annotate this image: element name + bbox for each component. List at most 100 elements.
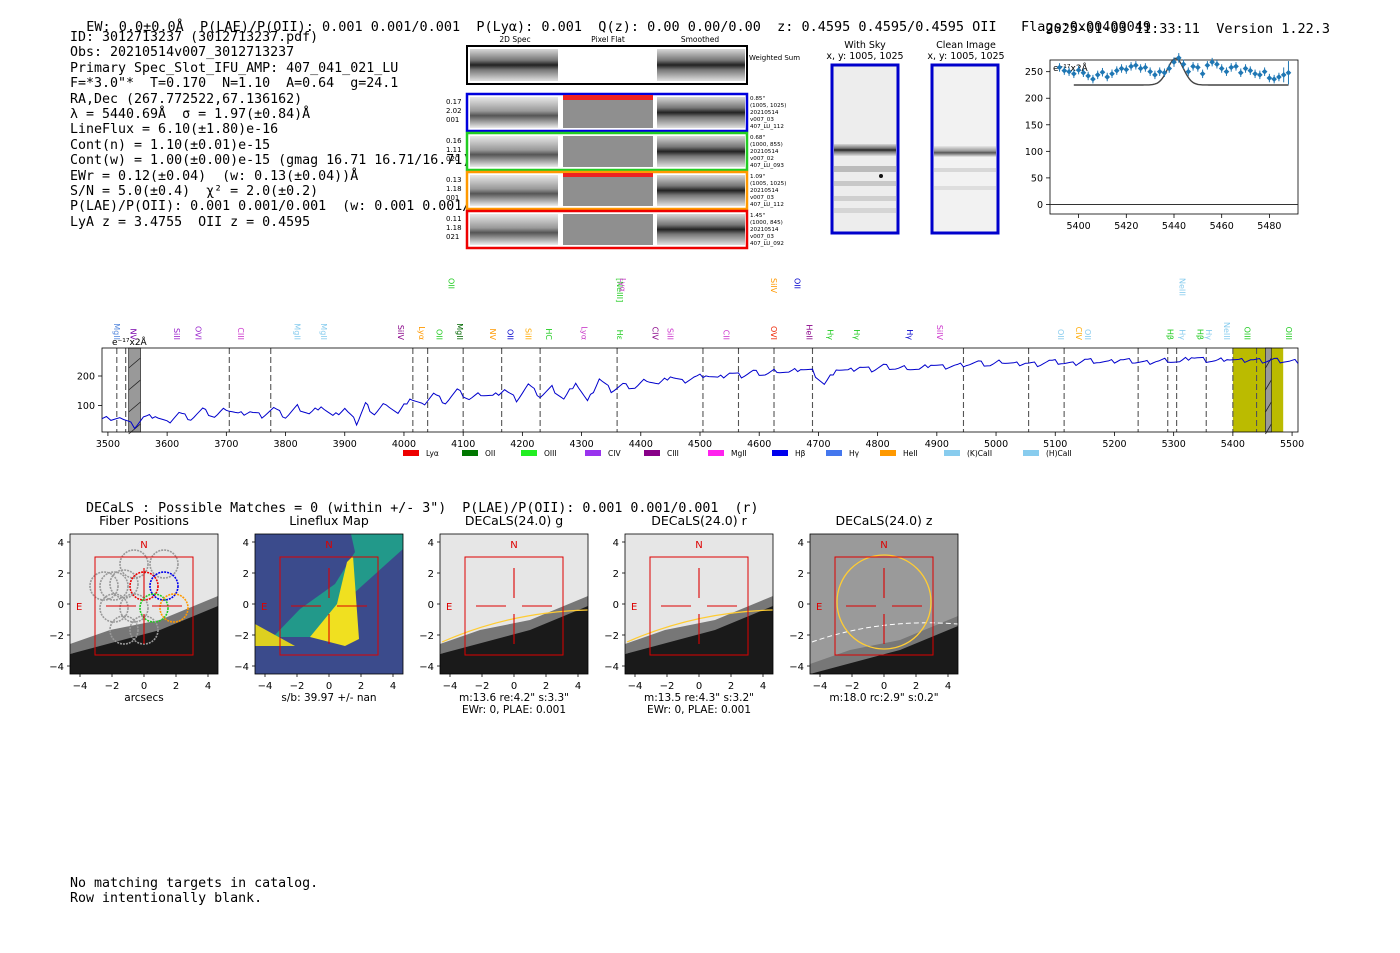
zoom-data-point bbox=[1223, 68, 1230, 75]
zoom-data-point bbox=[1137, 65, 1144, 72]
spectrum-xtick-label: 4300 bbox=[569, 439, 593, 450]
panel-xtick-label: 4 bbox=[575, 681, 581, 692]
cutout-row-stat: 0.17 bbox=[446, 98, 462, 106]
spectral-line-label-upper: [NeIII] bbox=[615, 278, 624, 302]
fiber-circle bbox=[99, 571, 129, 601]
legend-label: HeII bbox=[903, 449, 918, 458]
zoom-data-point bbox=[1152, 72, 1158, 78]
spectrum-cutouts: 2D Spec Pixel Flat Smoothed Weighted Sum… bbox=[446, 35, 800, 250]
info-line: Cont(w) = 1.00(±0.00)e-15 (gmag 16.71 16… bbox=[70, 153, 471, 169]
panel-title: DECaLS(24.0) g bbox=[465, 513, 563, 528]
spectral-line-label: OII bbox=[435, 329, 444, 340]
panel-ytick-label: −4 bbox=[604, 662, 619, 673]
zoom-data-point bbox=[1133, 62, 1139, 69]
legend-label: CIII bbox=[667, 449, 679, 458]
zoom-data-point bbox=[1237, 69, 1244, 76]
panel-xtick-label: 0 bbox=[881, 681, 887, 692]
cutout-pixelflat bbox=[563, 136, 653, 167]
panel-xtick-label: −2 bbox=[845, 681, 860, 692]
panel-ytick-label: −4 bbox=[234, 662, 249, 673]
spectral-line-label: OIII bbox=[1243, 327, 1252, 340]
zoom-xtick-label: 5400 bbox=[1067, 221, 1091, 232]
spectrum-xtick-label: 5500 bbox=[1280, 439, 1304, 450]
legend-label: MgII bbox=[731, 449, 747, 458]
spectral-line-label: MgII bbox=[112, 323, 121, 340]
fiber-circle bbox=[119, 593, 149, 623]
panel-subtext: m:18.0 rc:2.9" s:0.2" bbox=[829, 692, 938, 704]
cutout-row-meta: 407_LU_112 bbox=[750, 202, 784, 208]
panel-ytick-label: 0 bbox=[58, 600, 64, 611]
zoom-xtick-label: 5420 bbox=[1114, 221, 1138, 232]
panel-ytick-label: 4 bbox=[58, 538, 64, 549]
spectrum-xtick-label: 4000 bbox=[392, 439, 416, 450]
legend-label: Lyα bbox=[426, 449, 439, 458]
fiber-circle bbox=[159, 593, 189, 623]
panel-ytick-label: 4 bbox=[428, 538, 434, 549]
panel-xtick-label: −2 bbox=[660, 681, 675, 692]
legend-swatch bbox=[826, 450, 842, 456]
aperture-arc bbox=[811, 622, 959, 643]
clean-title: Clean Image bbox=[936, 40, 996, 51]
spectral-line-label: Hγ bbox=[905, 329, 914, 340]
cutout-row-stat: 020 bbox=[446, 155, 459, 163]
zoom-data-point bbox=[1066, 68, 1072, 75]
spectral-line-label-upper: Lyα bbox=[618, 278, 627, 292]
panel-xtick-label: 2 bbox=[358, 681, 364, 692]
spectral-line-label: MgII bbox=[319, 323, 328, 340]
spectrum-xtick-label: 4800 bbox=[866, 439, 890, 450]
panel-ytick-label: 2 bbox=[428, 569, 434, 580]
hatch-stroke bbox=[128, 357, 141, 369]
zoom-plot-frame bbox=[1049, 59, 1299, 215]
panel-xtick-label: 2 bbox=[173, 681, 179, 692]
spectral-line-label: SiIV bbox=[396, 325, 405, 341]
spectral-line-label: Hγ bbox=[825, 329, 834, 340]
cutout-row-meta: 407_LU_112 bbox=[750, 124, 784, 130]
aperture-box bbox=[649, 556, 749, 656]
cutout-row-stat: 1.18 bbox=[446, 224, 462, 232]
clean-coords: x, y: 1005, 1025 bbox=[927, 51, 1004, 62]
aperture-arc bbox=[441, 609, 589, 643]
spectral-line-label: Hε bbox=[615, 330, 624, 340]
panel-ytick-label: −4 bbox=[419, 662, 434, 673]
spectral-line-label: NV bbox=[128, 329, 137, 341]
spectral-line-label: HeII bbox=[805, 324, 814, 340]
with-sky-title: With Sky bbox=[844, 40, 886, 51]
panel-xtick-label: −2 bbox=[105, 681, 120, 692]
legend-swatch bbox=[644, 450, 660, 456]
cutout-pixelflat bbox=[563, 175, 653, 206]
zoom-data-point bbox=[1233, 63, 1239, 70]
compass-east: E bbox=[76, 602, 82, 613]
col-header-pixelflat: Pixel Flat bbox=[591, 35, 625, 44]
panel-ytick-label: −2 bbox=[789, 631, 804, 642]
cutout-row-meta: 407_LU_092 bbox=[750, 241, 784, 247]
aperture-arc bbox=[626, 609, 774, 643]
panel-xtick-label: −2 bbox=[290, 681, 305, 692]
spectral-line-label-upper: OII bbox=[446, 278, 455, 289]
compass-north: N bbox=[325, 540, 332, 551]
legend-swatch bbox=[1023, 450, 1039, 456]
spectral-line-label: MgII bbox=[455, 323, 464, 340]
spectral-line-label: Hβ bbox=[1195, 329, 1204, 340]
panel-ytick-label: 4 bbox=[798, 538, 804, 549]
panel-xtick-label: 4 bbox=[205, 681, 211, 692]
zoom-data-point bbox=[1276, 74, 1282, 80]
cutout-2dspec bbox=[470, 136, 558, 167]
spectral-line-label: Lyα bbox=[580, 326, 589, 340]
compass-north: N bbox=[140, 540, 147, 551]
spectrum-xtick-label: 5200 bbox=[1102, 439, 1126, 450]
zoom-data-point bbox=[1171, 59, 1177, 65]
panel-ytick-label: 2 bbox=[613, 569, 619, 580]
spectrum-xtick-label: 4400 bbox=[629, 439, 653, 450]
panel-xtick-label: 0 bbox=[141, 681, 147, 692]
cutout-pixelflat bbox=[563, 214, 653, 245]
panel-xtick-label: 0 bbox=[696, 681, 702, 692]
spectral-line-label: OII bbox=[1083, 329, 1092, 340]
zoom-ytick-label: 50 bbox=[1031, 173, 1043, 184]
spectrum-xtick-label: 3800 bbox=[273, 439, 297, 450]
compass-east: E bbox=[446, 602, 452, 613]
panel-ytick-label: −4 bbox=[49, 662, 64, 673]
panel-xlabel: s/b: 39.97 +/- nan bbox=[281, 692, 376, 704]
panel-subtext: EWr: 0, PLAE: 0.001 bbox=[647, 704, 751, 716]
